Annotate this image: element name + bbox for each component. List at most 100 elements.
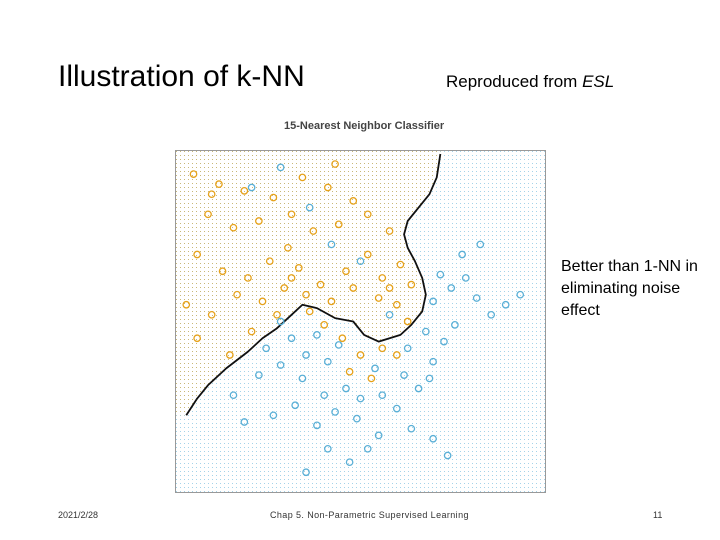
source-prefix: Reproduced from — [446, 72, 583, 91]
blue-point — [342, 384, 350, 393]
blue-point — [276, 361, 285, 369]
blue-point — [255, 371, 263, 379]
blue-point — [269, 411, 278, 420]
orange-point — [323, 183, 332, 192]
blue-point — [407, 424, 416, 433]
orange-point — [258, 297, 267, 306]
orange-point — [367, 374, 376, 383]
orange-point — [229, 223, 238, 232]
orange-point — [265, 257, 274, 266]
blue-point — [447, 284, 456, 292]
orange-point — [374, 294, 383, 302]
source-credit: Reproduced from ESL — [446, 72, 614, 92]
blue-point — [374, 431, 383, 440]
blue-point — [425, 374, 434, 383]
orange-point — [403, 317, 412, 326]
orange-point — [244, 274, 252, 282]
orange-point — [207, 190, 216, 199]
orange-point — [349, 284, 358, 292]
blue-point — [302, 351, 310, 359]
blue-point — [440, 337, 448, 346]
blue-point — [240, 418, 249, 426]
orange-point — [334, 220, 343, 229]
orange-point — [207, 310, 216, 319]
orange-point — [356, 351, 365, 359]
orange-region — [175, 150, 441, 416]
orange-point — [193, 334, 201, 343]
figure-title: 15-Nearest Neighbor Classifier — [284, 120, 445, 132]
orange-point — [233, 290, 241, 299]
blue-point — [414, 384, 423, 393]
orange-point — [342, 267, 350, 276]
blue-point — [371, 364, 379, 373]
orange-point — [363, 210, 372, 219]
blue-point — [487, 310, 496, 319]
orange-point — [193, 250, 201, 259]
orange-point — [182, 300, 191, 309]
orange-point — [204, 210, 212, 219]
orange-point — [225, 351, 234, 359]
blue-point — [276, 163, 285, 172]
blue-point — [461, 274, 470, 282]
blue-point — [501, 300, 510, 309]
footer-chapter: Chap 5. Non-Parametric Supervised Learni… — [270, 510, 469, 520]
orange-point — [316, 280, 325, 289]
blue-point — [400, 371, 408, 379]
blue-point — [305, 203, 314, 212]
blue-point — [298, 374, 307, 383]
slide-title: Illustration of k-NN — [58, 60, 305, 93]
orange-point — [407, 280, 416, 289]
page-number: 11 — [653, 510, 663, 520]
orange-point — [189, 170, 198, 178]
blue-point — [229, 391, 238, 400]
orange-point — [287, 210, 296, 219]
orange-point — [378, 344, 387, 353]
orange-point — [392, 351, 401, 359]
orange-point — [269, 193, 278, 202]
blue-point — [451, 321, 459, 329]
blue-point — [403, 344, 412, 353]
blue-point — [429, 434, 437, 443]
blue-point — [345, 458, 354, 467]
orange-point — [287, 274, 296, 282]
blue-point — [334, 341, 343, 349]
blue-point — [458, 250, 466, 259]
orange-point — [302, 290, 310, 299]
blue-point — [378, 391, 387, 400]
blue-point — [516, 290, 525, 299]
blue-point — [429, 297, 437, 306]
blue-point — [385, 310, 394, 319]
plot-frame — [175, 150, 546, 493]
blue-point — [320, 391, 329, 400]
blue-point — [291, 401, 300, 410]
orange-point — [349, 197, 358, 205]
blue-point — [287, 334, 296, 343]
blue-point — [247, 183, 256, 192]
orange-point — [345, 367, 354, 376]
orange-point — [309, 227, 318, 235]
blue-point — [353, 414, 361, 423]
footer-date: 2021/2/28 — [58, 510, 99, 520]
blue-point — [356, 257, 365, 266]
orange-point — [240, 186, 249, 195]
blue-point — [313, 421, 321, 430]
annotation-note: Better than 1-NN in eliminating noise ef… — [561, 258, 698, 319]
decision-boundary — [185, 153, 442, 416]
blue-point — [323, 357, 332, 366]
blue-point — [421, 327, 430, 336]
orange-point — [385, 284, 394, 292]
orange-point — [396, 260, 405, 269]
orange-point — [298, 173, 307, 182]
orange-point — [327, 297, 336, 306]
source-book: ESL — [582, 72, 615, 91]
orange-point — [378, 274, 387, 282]
blue-point — [443, 451, 452, 460]
blue-point — [436, 270, 445, 279]
blue-point — [363, 444, 372, 453]
orange-point — [255, 217, 263, 225]
orange-point — [392, 300, 401, 309]
orange-point — [294, 264, 303, 272]
blue-point — [392, 404, 401, 413]
blue-point — [356, 394, 365, 403]
blue-point — [262, 344, 270, 353]
